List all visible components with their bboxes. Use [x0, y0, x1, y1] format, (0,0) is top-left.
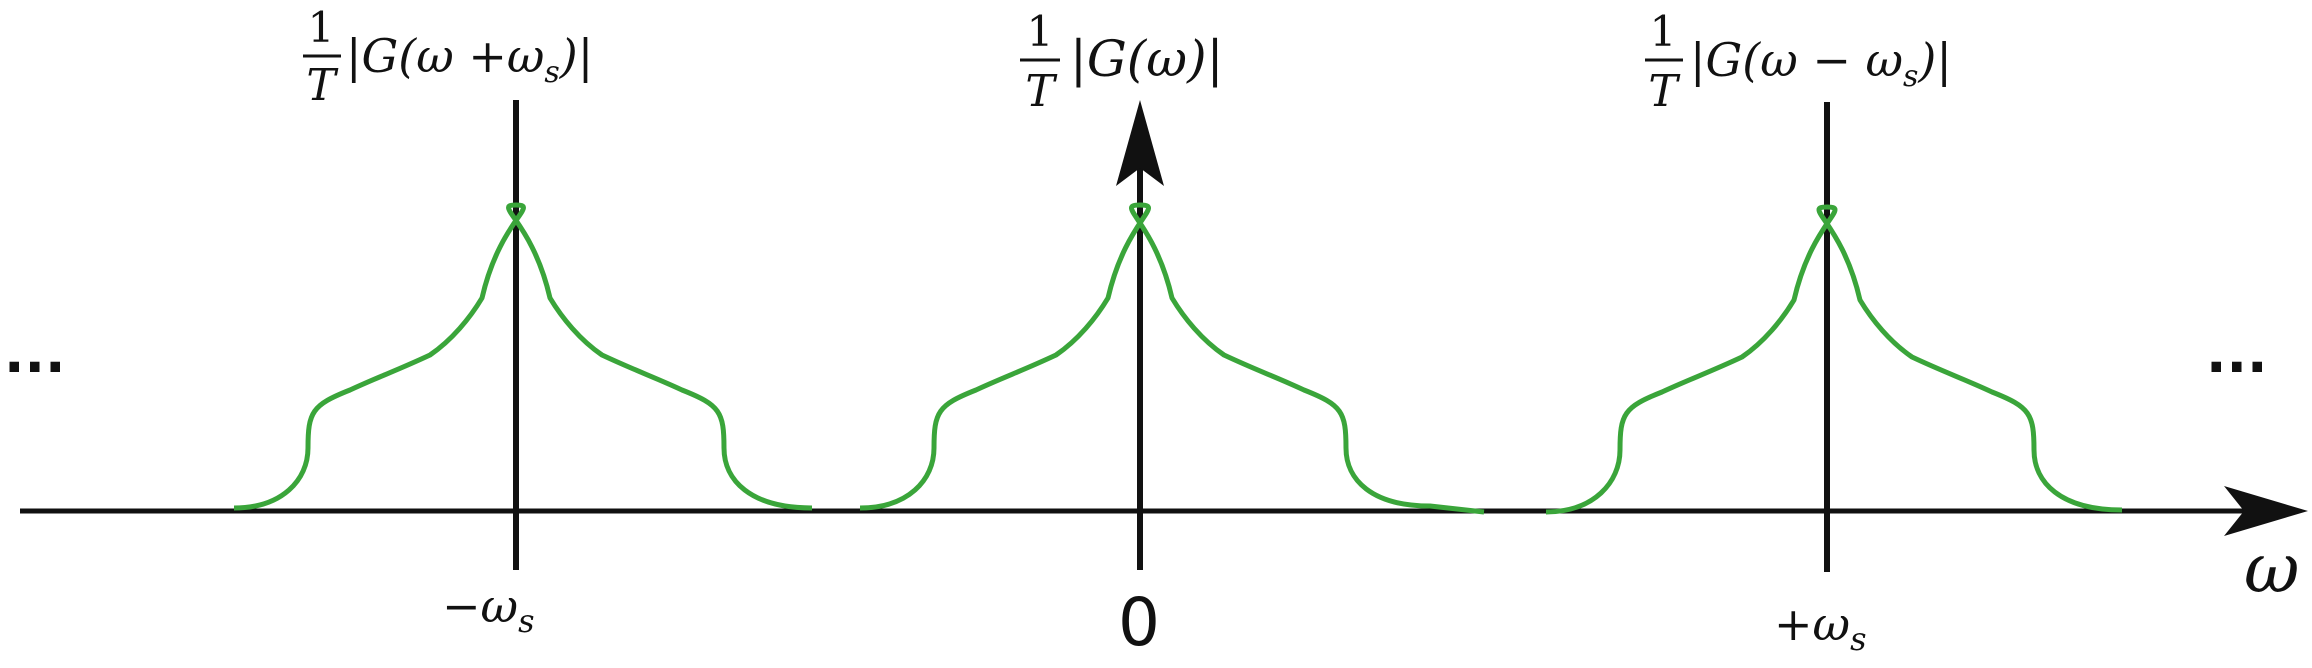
frequency-axis-arrowhead — [2224, 486, 2308, 536]
spectrum-copy-center — [859, 202, 1485, 515]
spectrum-copy-minus-ws — [233, 202, 813, 511]
tick-label-zero: 0 — [1118, 584, 1160, 661]
magnitude-expression: |G(ω)| — [1070, 30, 1223, 88]
frac-numerator: 1 — [1650, 7, 1677, 56]
tick-label-plus-ws: +ωs — [1774, 597, 1866, 658]
magnitude-expression: |G(ω − ωs)| — [1690, 33, 1952, 94]
frac-denominator: T — [1648, 66, 1681, 117]
tick-label-minus-ws: −ωs — [442, 579, 534, 640]
frequency-axis-label: ω — [2244, 530, 2299, 609]
magnitude-expression: |G(ω +ωs)| — [346, 29, 593, 90]
frac-denominator: T — [1025, 66, 1058, 117]
ellipsis-right: ... — [2206, 322, 2268, 385]
frac-numerator: 1 — [308, 3, 335, 52]
ellipsis-left: ... — [4, 322, 66, 385]
spectrum-copy-plus-ws — [1545, 204, 2123, 515]
frac-numerator: 1 — [1027, 7, 1054, 56]
label-minus-ws: 1 T |G(ω +ωs)| — [303, 3, 593, 111]
frac-denominator: T — [306, 60, 339, 111]
magnitude-axis-arrowhead — [1116, 100, 1164, 186]
label-center: 1 T |G(ω)| — [1020, 7, 1223, 117]
label-plus-ws: 1 T |G(ω − ωs)| — [1645, 7, 1952, 117]
